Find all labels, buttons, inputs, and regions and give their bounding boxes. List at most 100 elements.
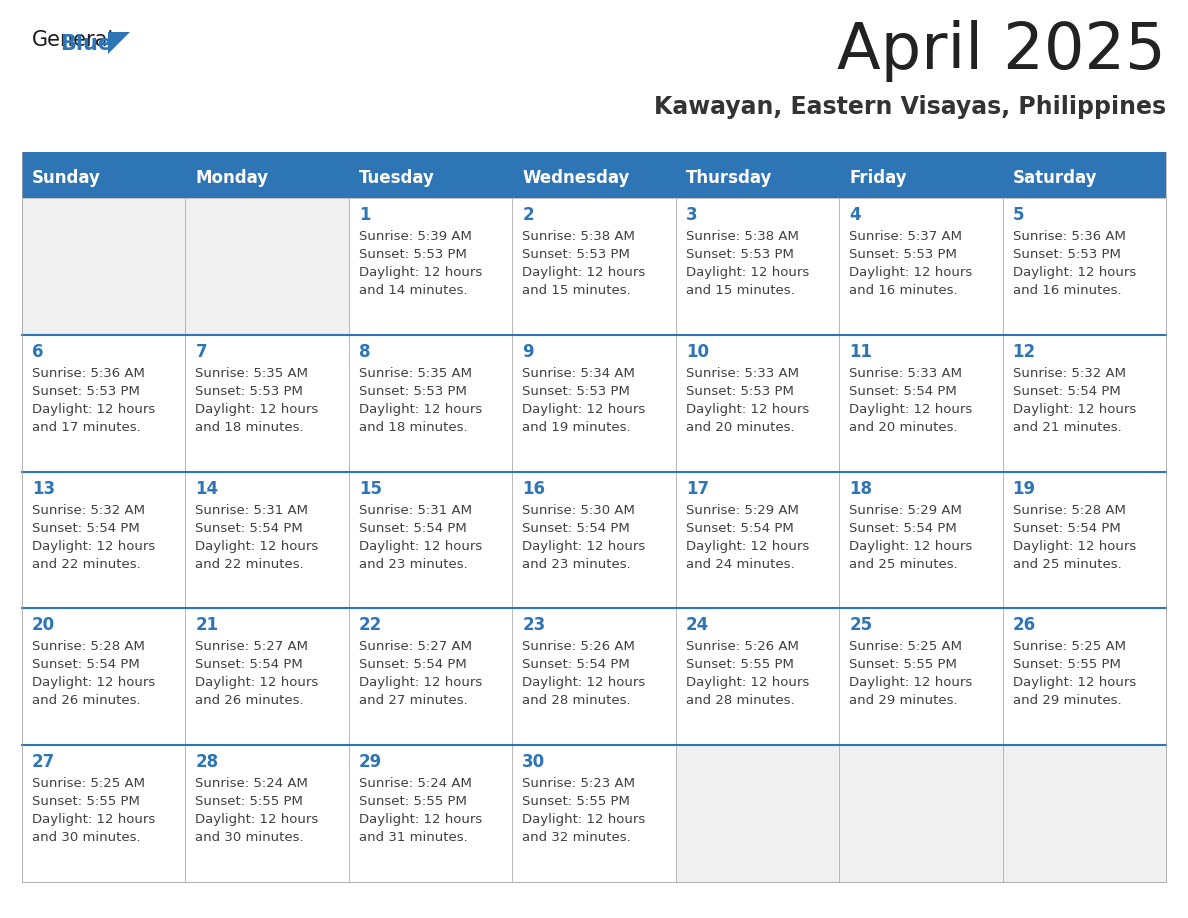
Text: 21: 21 [196, 616, 219, 634]
Text: Daylight: 12 hours: Daylight: 12 hours [1012, 677, 1136, 689]
Polygon shape [108, 32, 129, 54]
Bar [676, 158, 839, 198]
Text: 24: 24 [685, 616, 709, 634]
Text: Sunrise: 5:25 AM: Sunrise: 5:25 AM [849, 641, 962, 654]
Text: Daylight: 12 hours: Daylight: 12 hours [32, 813, 156, 826]
Text: Daylight: 12 hours: Daylight: 12 hours [32, 540, 156, 553]
Text: 6: 6 [32, 342, 44, 361]
Text: and 18 minutes.: and 18 minutes. [359, 420, 468, 434]
Text: 17: 17 [685, 479, 709, 498]
Text: Sunrise: 5:35 AM: Sunrise: 5:35 AM [196, 367, 309, 380]
Text: Sunrise: 5:28 AM: Sunrise: 5:28 AM [1012, 504, 1125, 517]
Text: Sunrise: 5:31 AM: Sunrise: 5:31 AM [196, 504, 309, 517]
Bar [185, 158, 349, 198]
Text: Daylight: 12 hours: Daylight: 12 hours [523, 403, 645, 416]
Text: and 23 minutes.: and 23 minutes. [359, 557, 468, 571]
Text: Sunset: 5:54 PM: Sunset: 5:54 PM [849, 521, 956, 534]
Bar [1003, 198, 1165, 335]
Text: 12: 12 [1012, 342, 1036, 361]
Text: and 25 minutes.: and 25 minutes. [849, 557, 958, 571]
Text: and 20 minutes.: and 20 minutes. [849, 420, 958, 434]
Bar [185, 198, 349, 335]
Text: 26: 26 [1012, 616, 1036, 634]
Text: Sunset: 5:53 PM: Sunset: 5:53 PM [1012, 248, 1120, 261]
Text: Sunset: 5:53 PM: Sunset: 5:53 PM [523, 385, 630, 397]
Text: Sunset: 5:53 PM: Sunset: 5:53 PM [849, 248, 958, 261]
Text: April 2025: April 2025 [838, 20, 1165, 82]
Text: 18: 18 [849, 479, 872, 498]
Text: Sunrise: 5:24 AM: Sunrise: 5:24 AM [196, 778, 309, 790]
Text: Daylight: 12 hours: Daylight: 12 hours [359, 677, 482, 689]
Text: Sunrise: 5:26 AM: Sunrise: 5:26 AM [523, 641, 636, 654]
Bar [676, 609, 839, 745]
Text: and 15 minutes.: and 15 minutes. [523, 284, 631, 297]
Bar [512, 198, 676, 335]
Text: Daylight: 12 hours: Daylight: 12 hours [685, 677, 809, 689]
Text: and 29 minutes.: and 29 minutes. [1012, 694, 1121, 708]
Text: Sunrise: 5:30 AM: Sunrise: 5:30 AM [523, 504, 636, 517]
Text: and 16 minutes.: and 16 minutes. [1012, 284, 1121, 297]
Bar [185, 472, 349, 609]
Bar [23, 152, 1165, 158]
Text: Daylight: 12 hours: Daylight: 12 hours [196, 813, 318, 826]
Bar [1003, 745, 1165, 882]
Text: Sunrise: 5:36 AM: Sunrise: 5:36 AM [32, 367, 145, 380]
Text: Sunrise: 5:31 AM: Sunrise: 5:31 AM [359, 504, 472, 517]
Text: 28: 28 [196, 753, 219, 771]
Text: Daylight: 12 hours: Daylight: 12 hours [849, 403, 973, 416]
Text: Daylight: 12 hours: Daylight: 12 hours [849, 677, 973, 689]
Text: 19: 19 [1012, 479, 1036, 498]
Text: and 22 minutes.: and 22 minutes. [196, 557, 304, 571]
Text: Sunset: 5:54 PM: Sunset: 5:54 PM [32, 521, 140, 534]
Bar [512, 472, 676, 609]
Text: Sunset: 5:53 PM: Sunset: 5:53 PM [685, 248, 794, 261]
Text: and 15 minutes.: and 15 minutes. [685, 284, 795, 297]
Text: Sunrise: 5:27 AM: Sunrise: 5:27 AM [359, 641, 472, 654]
Text: Sunset: 5:55 PM: Sunset: 5:55 PM [196, 795, 303, 808]
Text: and 24 minutes.: and 24 minutes. [685, 557, 795, 571]
Text: Daylight: 12 hours: Daylight: 12 hours [359, 403, 482, 416]
Text: and 32 minutes.: and 32 minutes. [523, 831, 631, 845]
Text: 14: 14 [196, 479, 219, 498]
Text: and 14 minutes.: and 14 minutes. [359, 284, 468, 297]
Text: and 27 minutes.: and 27 minutes. [359, 694, 468, 708]
Bar [349, 745, 512, 882]
Text: Daylight: 12 hours: Daylight: 12 hours [685, 540, 809, 553]
Text: and 30 minutes.: and 30 minutes. [196, 831, 304, 845]
Text: Daylight: 12 hours: Daylight: 12 hours [1012, 540, 1136, 553]
Text: Sunset: 5:54 PM: Sunset: 5:54 PM [1012, 521, 1120, 534]
Text: Sunset: 5:53 PM: Sunset: 5:53 PM [359, 248, 467, 261]
Text: 29: 29 [359, 753, 383, 771]
Text: 7: 7 [196, 342, 207, 361]
Text: and 28 minutes.: and 28 minutes. [685, 694, 795, 708]
Text: Sunrise: 5:28 AM: Sunrise: 5:28 AM [32, 641, 145, 654]
Text: Sunset: 5:55 PM: Sunset: 5:55 PM [849, 658, 958, 671]
Text: Sunset: 5:54 PM: Sunset: 5:54 PM [523, 658, 630, 671]
Bar [349, 158, 512, 198]
Text: 9: 9 [523, 342, 533, 361]
Text: Kawayan, Eastern Visayas, Philippines: Kawayan, Eastern Visayas, Philippines [653, 95, 1165, 119]
Text: Sunrise: 5:26 AM: Sunrise: 5:26 AM [685, 641, 798, 654]
Bar [23, 472, 185, 609]
Text: Sunset: 5:54 PM: Sunset: 5:54 PM [196, 658, 303, 671]
Bar [839, 745, 1003, 882]
Text: Sunrise: 5:23 AM: Sunrise: 5:23 AM [523, 778, 636, 790]
Text: Sunrise: 5:38 AM: Sunrise: 5:38 AM [685, 230, 798, 243]
Text: Sunset: 5:55 PM: Sunset: 5:55 PM [523, 795, 630, 808]
Text: Daylight: 12 hours: Daylight: 12 hours [359, 266, 482, 279]
Text: Daylight: 12 hours: Daylight: 12 hours [1012, 266, 1136, 279]
Text: Sunrise: 5:34 AM: Sunrise: 5:34 AM [523, 367, 636, 380]
Text: and 23 minutes.: and 23 minutes. [523, 557, 631, 571]
Text: Sunrise: 5:38 AM: Sunrise: 5:38 AM [523, 230, 636, 243]
Bar [512, 335, 676, 472]
Text: Sunrise: 5:24 AM: Sunrise: 5:24 AM [359, 778, 472, 790]
Text: Thursday: Thursday [685, 169, 772, 187]
Text: and 30 minutes.: and 30 minutes. [32, 831, 140, 845]
Bar [349, 198, 512, 335]
Text: and 25 minutes.: and 25 minutes. [1012, 557, 1121, 571]
Bar [839, 335, 1003, 472]
Text: Sunset: 5:54 PM: Sunset: 5:54 PM [849, 385, 956, 397]
Bar [23, 335, 185, 472]
Text: Sunrise: 5:32 AM: Sunrise: 5:32 AM [1012, 367, 1125, 380]
Text: Sunrise: 5:25 AM: Sunrise: 5:25 AM [32, 778, 145, 790]
